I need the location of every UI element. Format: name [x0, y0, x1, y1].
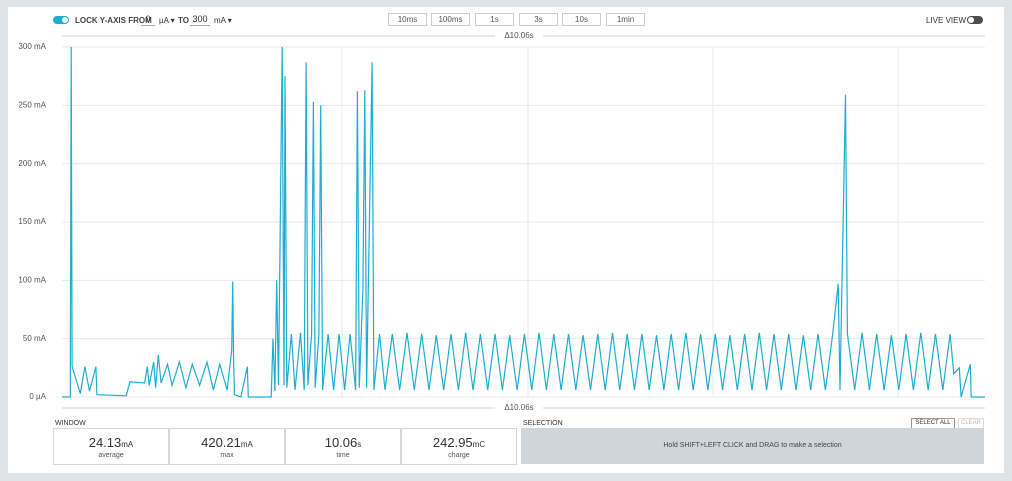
y-tick-label: 250 mA [18, 100, 46, 109]
current-trace [62, 46, 985, 398]
stat-label: average [98, 452, 124, 459]
stat-unit: mC [472, 440, 486, 449]
lock-toggle[interactable] [53, 16, 69, 24]
window-title: WINDOW [55, 420, 86, 427]
lock-text: LOCK Y-AXIS [75, 16, 126, 25]
from-unit: µA [159, 16, 169, 25]
stat-label: max [220, 452, 234, 459]
y-tick-label: 200 mA [18, 159, 46, 168]
marker-bg [495, 31, 543, 41]
time-button[interactable]: 3s [519, 13, 558, 26]
app-panel [8, 7, 1004, 473]
stat-unit: s [357, 440, 362, 449]
from-input[interactable]: 0 [141, 14, 155, 26]
stat-label: time [336, 452, 350, 459]
time-button[interactable]: 1s [475, 13, 514, 26]
stat-unit: mA [121, 440, 134, 449]
to-label: TO [178, 16, 189, 25]
selection-hint: Hold SHIFT+LEFT CLICK and DRAG to make a… [521, 428, 984, 464]
y-tick-label: 0 µA [29, 392, 46, 401]
stat-value: 10.06s [324, 435, 362, 450]
y-tick-label: 50 mA [23, 334, 47, 343]
time-button[interactable]: 100ms [431, 13, 470, 26]
y-tick-label: 150 mA [18, 217, 46, 226]
stat-unit: mA [240, 440, 253, 449]
to-unit-select[interactable]: mA ▾ [214, 16, 232, 25]
stat-box: 10.06s time [285, 428, 401, 465]
chart: Δ10.06s Δ10.06s 0 µA 50 mA 100 mA 150 mA 200… [18, 31, 985, 413]
stat-box: 242.95mC charge [401, 428, 517, 465]
y-tick-label: 300 mA [18, 42, 46, 51]
lock-label: LOCK Y-AXIS FROM [75, 16, 152, 25]
from-label: FROM [128, 16, 152, 25]
stat-label: charge [448, 452, 470, 459]
time-button[interactable]: 10s [562, 13, 601, 26]
selection-title: SELECTION [523, 420, 563, 427]
y-tick-label: 100 mA [18, 275, 46, 284]
to-unit: mA [214, 16, 226, 25]
bottom-marker: Δ10.06s [504, 403, 533, 412]
time-button[interactable]: 1min [606, 13, 645, 26]
from-unit-select[interactable]: µA ▾ [159, 16, 175, 25]
live-view-label: LIVE VIEW [926, 16, 967, 25]
time-button[interactable]: 10ms [388, 13, 427, 26]
live-view-toggle[interactable] [967, 16, 983, 24]
stat-box: 420.21mA max [169, 428, 285, 465]
stat-box: 24.13mA average [53, 428, 169, 465]
stat-value: 24.13mA [88, 435, 134, 450]
stat-value: 420.21mA [201, 435, 253, 450]
stat-value: 242.95mC [432, 435, 486, 450]
marker-bg [495, 403, 543, 413]
to-input[interactable]: 300 [190, 14, 210, 26]
top-marker: Δ10.06s [504, 31, 533, 40]
